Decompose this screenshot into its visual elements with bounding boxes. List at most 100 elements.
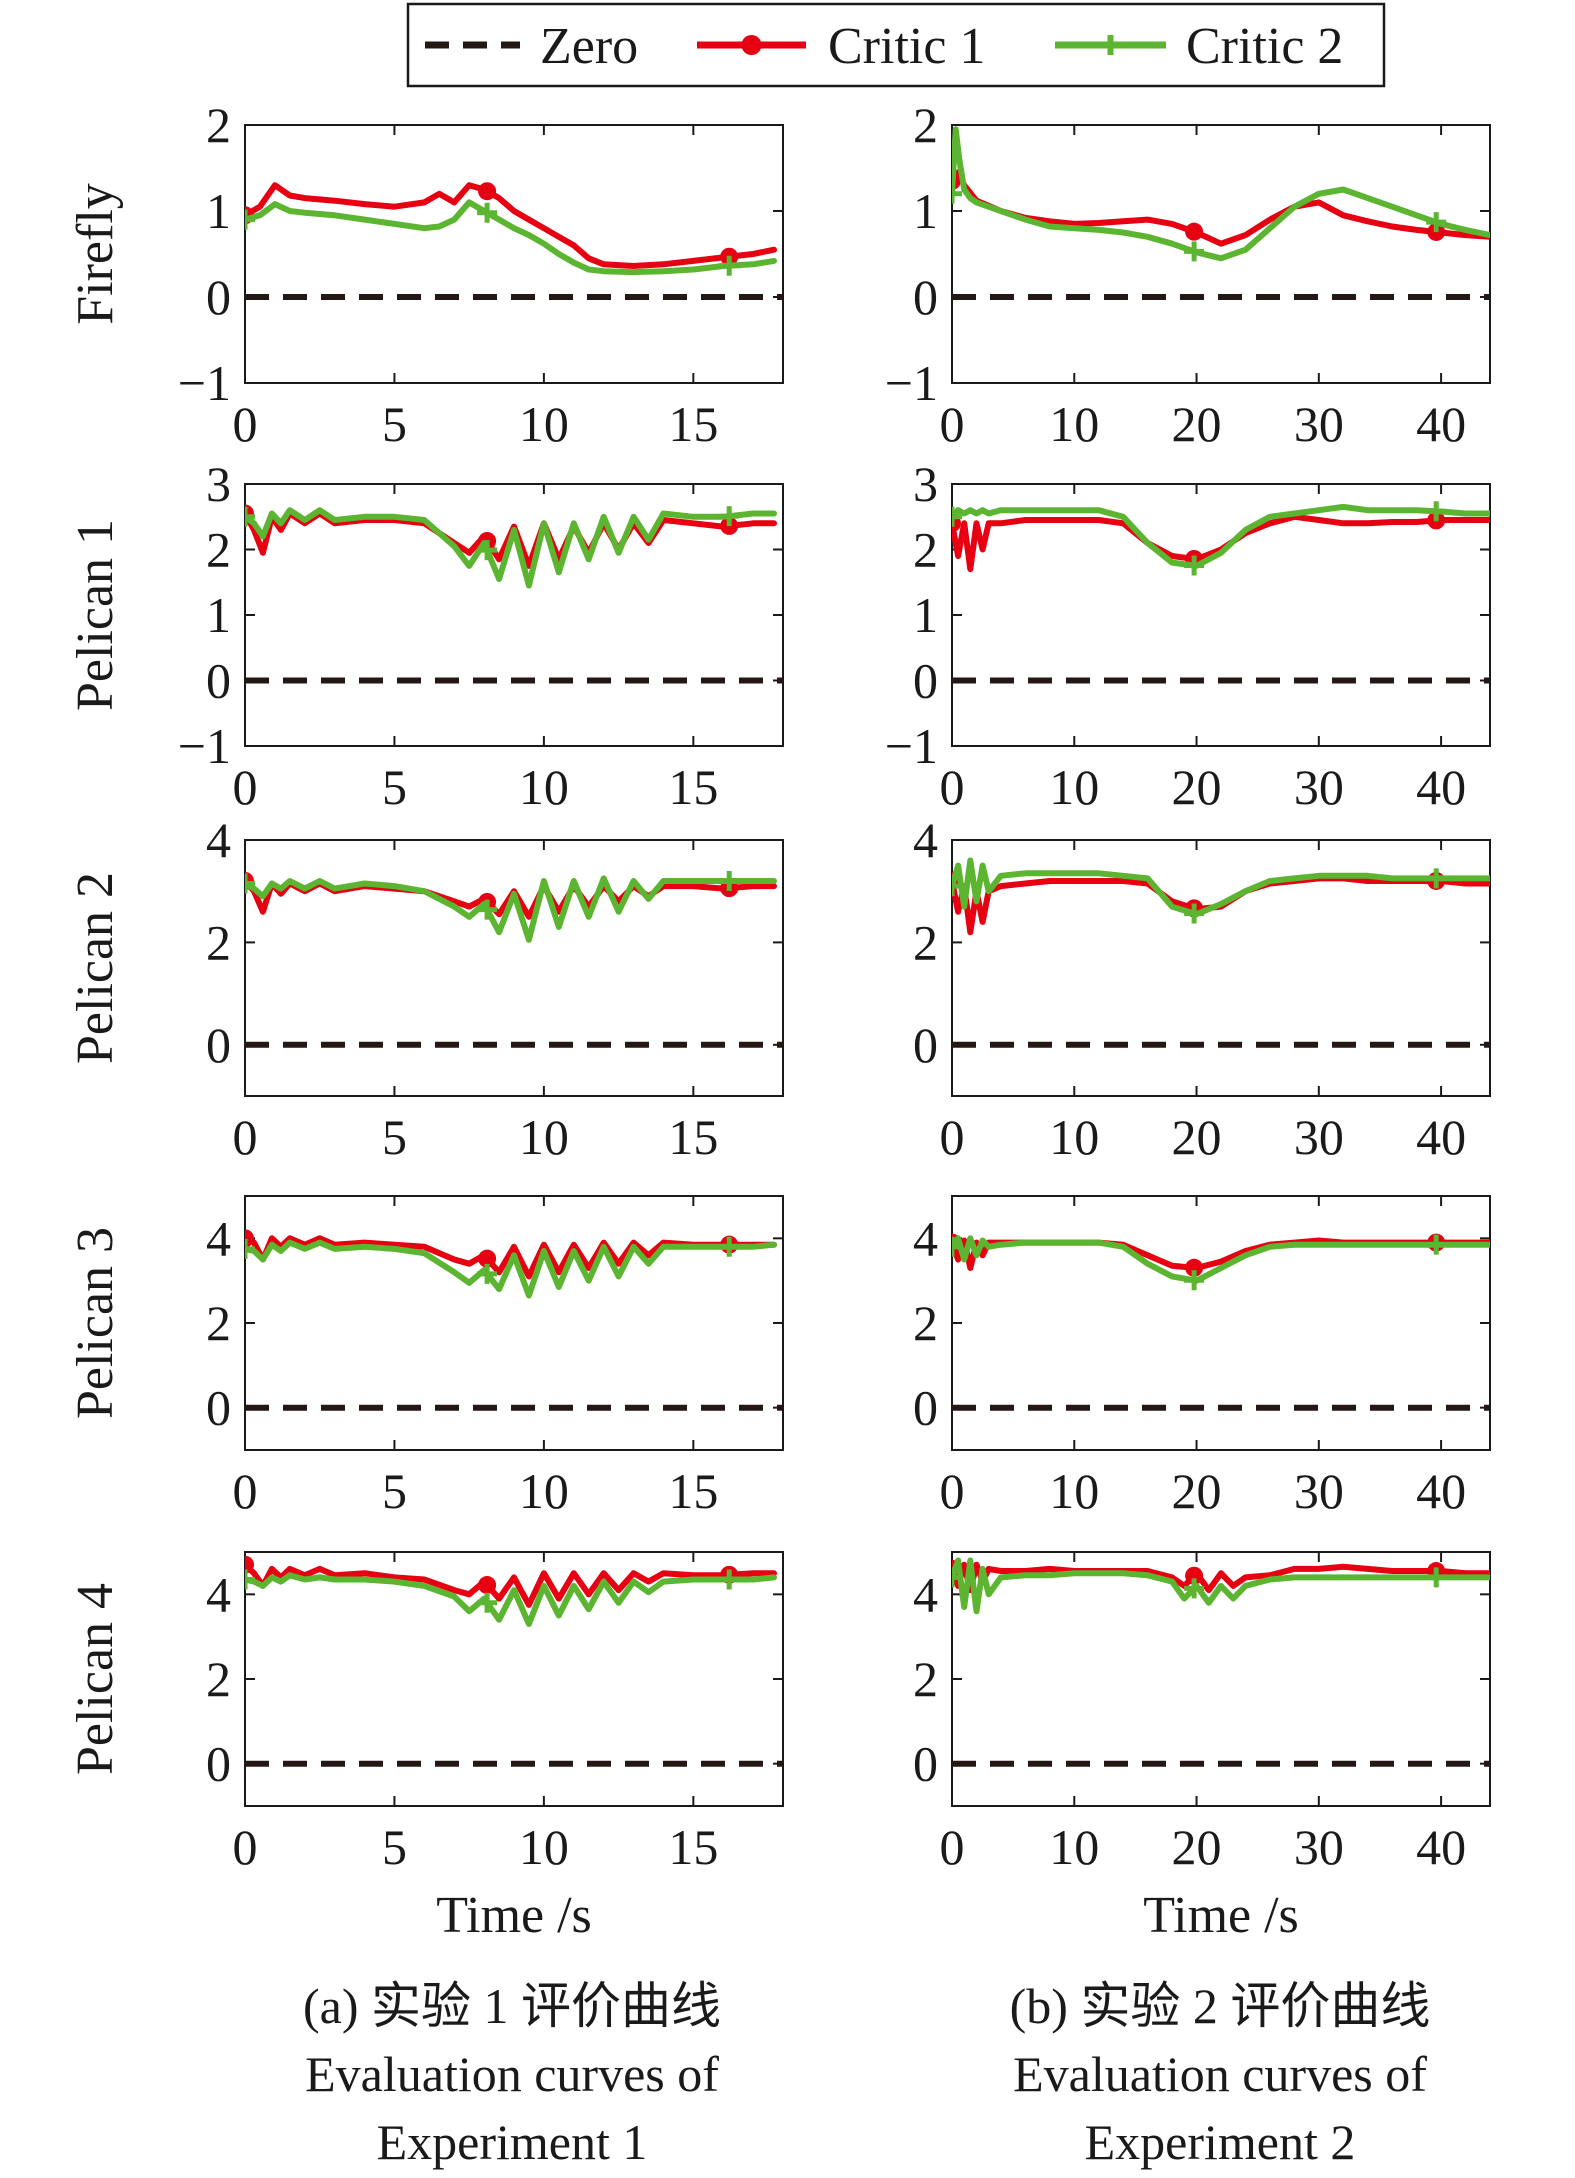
- y-tick-label: 1: [913, 183, 938, 239]
- series-line-critic-2: [245, 1572, 777, 1627]
- legend-box: [406, 2, 1386, 88]
- series-marker-critic-2: [245, 1569, 255, 1590]
- y-tick-label: −1: [178, 355, 231, 411]
- caption-b-line1: (b) 实验 2 评价曲线: [1009, 1978, 1431, 2034]
- y-tick-label: 0: [913, 1736, 938, 1792]
- y-tick-label: 0: [913, 1017, 938, 1073]
- x-tick-label: 30: [1294, 396, 1344, 452]
- series-layer: [245, 182, 783, 300]
- series-marker-critic-1: [478, 182, 497, 201]
- plot-frame: [244, 1195, 784, 1451]
- y-axis-label: Pelican 2: [67, 872, 124, 1064]
- series-marker-critic-2: [952, 1236, 962, 1257]
- x-tick-label: 0: [233, 759, 258, 815]
- x-tick-label: 20: [1172, 1819, 1222, 1875]
- series-marker-critic-1: [1185, 222, 1204, 241]
- x-tick-label: 10: [1049, 1109, 1099, 1165]
- y-axis-label: Pelican 3: [67, 1227, 124, 1419]
- x-tick-label: 30: [1294, 1109, 1344, 1165]
- y-tick-label: 2: [206, 1651, 231, 1707]
- series-marker-critic-2: [477, 1263, 498, 1284]
- y-tick-label: 2: [206, 97, 231, 153]
- y-tick-label: 2: [206, 522, 231, 578]
- series-marker-critic-2: [1184, 903, 1205, 924]
- legend-label-zero: Zero: [540, 18, 638, 75]
- legend-label-critic-1: Critic 1: [828, 18, 985, 75]
- series-layer: [245, 1555, 783, 1767]
- series-line-critic-2: [952, 1557, 1490, 1615]
- series-marker-critic-2: [952, 506, 962, 527]
- series-line-critic-2: [952, 503, 1490, 569]
- plot-frame: [951, 1195, 1491, 1451]
- x-tick-label: 5: [382, 1109, 407, 1165]
- y-tick-label: 4: [206, 1210, 231, 1266]
- y-tick-label: 0: [913, 269, 938, 325]
- plot-frame: [244, 124, 784, 384]
- series-marker-critic-2: [477, 202, 498, 223]
- series-line-critic-1: [952, 169, 1490, 247]
- x-tick-label: 10: [519, 1463, 569, 1519]
- series-marker-critic-2: [719, 1569, 740, 1590]
- x-tick-label: 20: [1172, 1463, 1222, 1519]
- x-tick-label: 5: [382, 1463, 407, 1519]
- series-marker-critic-2: [1184, 241, 1205, 262]
- x-tick-label: 30: [1294, 759, 1344, 815]
- series-line-critic-1: [952, 513, 1490, 573]
- series-marker-critic-2: [1426, 212, 1447, 233]
- caption-a-line1: (a) 实验 1 评价曲线: [303, 1978, 721, 2034]
- caption-b-line3: Experiment 2: [1084, 2114, 1356, 2170]
- x-tick-label: 15: [668, 1819, 718, 1875]
- x-tick-label: 5: [382, 396, 407, 452]
- x-tick-label: 10: [519, 759, 569, 815]
- series-layer: [245, 1229, 783, 1411]
- y-tick-label: −1: [885, 718, 938, 774]
- x-axis-label: Time /s: [436, 1887, 592, 1944]
- x-tick-label: 10: [1049, 1819, 1099, 1875]
- series-marker-critic-2: [952, 183, 962, 204]
- series-marker-critic-1: [1185, 1258, 1204, 1277]
- x-tick-label: 10: [1049, 396, 1099, 452]
- series-layer: [245, 870, 783, 1048]
- series-marker-critic-2: [1184, 1578, 1205, 1599]
- x-tick-label: 15: [668, 396, 718, 452]
- x-tick-label: 20: [1172, 759, 1222, 815]
- series-line-critic-1: [245, 182, 777, 269]
- panel-exp2-row3: 0 10 20 30 40 0 2 4: [913, 812, 1491, 1165]
- x-tick-label: 0: [940, 1819, 965, 1875]
- series-marker-critic-2: [245, 873, 255, 894]
- series-line-critic-2: [245, 199, 777, 276]
- series-line-critic-2: [952, 857, 1490, 918]
- x-tick-label: 0: [940, 1463, 965, 1519]
- plot-frame: [951, 839, 1491, 1097]
- y-tick-label: 1: [206, 587, 231, 643]
- series-marker-critic-1: [245, 1555, 254, 1574]
- y-tick-label: 0: [206, 269, 231, 325]
- x-tick-label: 40: [1416, 1463, 1466, 1519]
- x-tick-label: 0: [233, 1109, 258, 1165]
- y-tick-label: 4: [913, 1210, 938, 1266]
- panel-exp2-row4: 0 10 20 30 40 0 2 4: [913, 1195, 1491, 1519]
- series-line-critic-2: [952, 126, 1490, 262]
- y-tick-label: 2: [913, 914, 938, 970]
- x-tick-label: 0: [940, 396, 965, 452]
- series-marker-critic-2: [1426, 868, 1447, 889]
- series-layer: [952, 857, 1490, 1048]
- y-tick-label: 0: [206, 653, 231, 709]
- x-tick-label: 0: [233, 396, 258, 452]
- legend-marker-critic-1: [741, 35, 762, 55]
- series-marker-critic-2: [1184, 1270, 1205, 1291]
- x-tick-label: 5: [382, 1819, 407, 1875]
- caption-experiment-2: (b) 实验 2 评价曲线 Evaluation curves of Exper…: [900, 1972, 1540, 2176]
- series-line-critic-2: [245, 507, 777, 589]
- y-tick-label: 4: [206, 812, 231, 868]
- series-marker-critic-2: [245, 506, 255, 527]
- y-tick-label: 4: [913, 812, 938, 868]
- y-tick-label: 3: [913, 456, 938, 512]
- x-tick-label: 10: [519, 1819, 569, 1875]
- panel-exp2-row5: 0 10 20 30 40 0 2 4 Time /s: [913, 1551, 1491, 1944]
- series-marker-critic-2: [719, 506, 740, 527]
